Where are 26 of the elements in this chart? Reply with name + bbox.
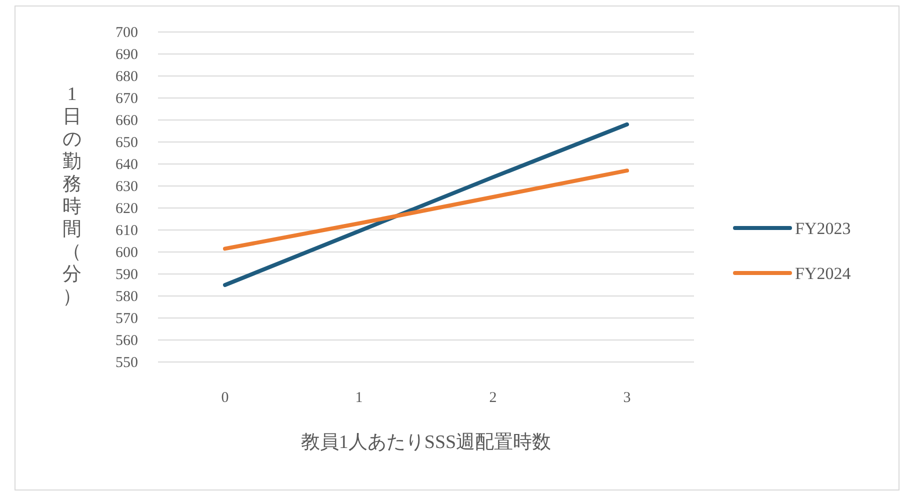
y-tick-label: 660 [116,113,138,129]
y-tick-label: 690 [116,47,138,63]
y-tick-label: 610 [116,223,138,239]
y-tick-label: 700 [116,25,138,41]
y-tick-label: 570 [116,311,138,327]
line-series [223,122,629,287]
legend-label: FY2023 [795,219,851,238]
y-tick-label: 590 [116,267,138,283]
x-axis-title: 教員1人あたりSSS週配置時数 [300,432,552,453]
x-tick-label: 1 [355,390,363,406]
y-tick-label: 670 [116,91,138,107]
y-tick-label: 580 [116,289,138,305]
x-tick-label: 0 [221,390,229,406]
y-tick-label: 560 [116,333,138,349]
line-series [223,168,629,251]
y-tick-label: 650 [116,135,138,151]
y-tick-label: 630 [116,179,138,195]
y-tick-label: 550 [116,355,138,371]
y-tick-label: 620 [116,201,138,217]
y-tick-label: 680 [116,69,138,85]
legend-label: FY2024 [795,264,852,283]
x-tick-label: 3 [623,390,631,406]
y-tick-label: 640 [116,157,138,173]
y-tick-label: 600 [116,245,138,261]
x-tick-label: 2 [489,390,497,406]
text: 1日の勤務時間（分） [62,84,82,308]
